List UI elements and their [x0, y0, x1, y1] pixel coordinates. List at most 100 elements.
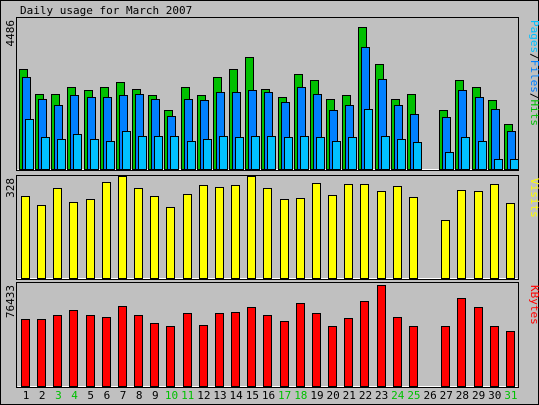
legend-part: Visits — [528, 178, 539, 218]
x-tick-label: 5 — [87, 389, 94, 402]
bar-kbytes-day-5 — [86, 315, 95, 387]
x-tick-label: 12 — [197, 389, 210, 402]
bar-visits-day-9 — [150, 196, 159, 279]
bar-pages-day-5 — [90, 139, 99, 170]
bar-visits-day-28 — [457, 190, 466, 279]
bar-kbytes-day-19 — [312, 313, 321, 387]
bar-kbytes-day-29 — [474, 307, 483, 387]
bar-visits-day-4 — [69, 202, 78, 279]
x-axis-labels: 1 2 3 4 5 6 7 8 9 10 11 12 13 14 15 16 17 18 19 20 21 22 23 24 2… — [23, 389, 518, 402]
x-tick-label: 29 — [472, 389, 485, 402]
bar-visits-day-14 — [231, 185, 240, 279]
bar-pages-day-18 — [300, 136, 309, 170]
x-tick-label: 18 — [294, 389, 307, 402]
bar-visits-day-25 — [409, 197, 418, 279]
bar-pages-day-14 — [235, 137, 244, 170]
legend-part: KBytes — [528, 285, 539, 325]
bar-kbytes-day-18 — [296, 303, 305, 387]
bar-kbytes-day-30 — [490, 326, 499, 387]
bar-visits-day-3 — [53, 188, 62, 279]
bar-pages-day-12 — [203, 139, 212, 170]
bar-kbytes-day-11 — [183, 313, 192, 387]
bar-visits-day-13 — [215, 187, 224, 279]
legend-part: Pages — [528, 20, 539, 53]
y-max-label: 328 — [4, 178, 17, 198]
bar-visits-day-18 — [296, 198, 305, 279]
series-pages — [25, 109, 519, 170]
bar-pages-day-30 — [494, 159, 503, 170]
series-legend: Visits — [528, 178, 539, 218]
bar-kbytes-day-22 — [360, 301, 369, 387]
bar-kbytes-day-21 — [344, 318, 353, 387]
series-legend: KBytes — [528, 285, 539, 325]
bar-visits-day-20 — [328, 195, 337, 279]
bar-visits-day-2 — [37, 205, 46, 279]
bar-pages-day-22 — [364, 109, 373, 170]
series-visits — [21, 176, 515, 279]
x-tick-label: 7 — [120, 389, 127, 402]
bar-pages-day-7 — [122, 131, 131, 170]
bar-kbytes-day-12 — [199, 325, 208, 387]
x-tick-label: 21 — [343, 389, 356, 402]
x-tick-label: 23 — [375, 389, 388, 402]
bar-visits-day-7 — [118, 176, 127, 279]
x-tick-label: 26 — [423, 389, 436, 402]
x-tick-label: 27 — [440, 389, 453, 402]
bar-kbytes-day-1 — [21, 319, 30, 387]
x-tick-label: 28 — [456, 389, 469, 402]
series-legend: Pages/Files/Hits — [528, 20, 539, 126]
bar-pages-day-8 — [138, 136, 147, 170]
bar-visits-day-6 — [102, 182, 111, 279]
bar-pages-day-9 — [154, 136, 163, 170]
y-max-label: 76433 — [4, 285, 17, 318]
x-tick-label: 4 — [71, 389, 78, 402]
panel-visits: 328 Visits — [4, 175, 539, 280]
bar-pages-day-4 — [73, 134, 82, 170]
bar-visits-day-16 — [263, 188, 272, 279]
bar-kbytes-day-28 — [457, 298, 466, 387]
bar-visits-day-30 — [490, 184, 499, 279]
bar-visits-day-15 — [247, 176, 256, 279]
x-tick-label: 20 — [327, 389, 340, 402]
bar-visits-day-11 — [183, 194, 192, 279]
bar-kbytes-day-20 — [328, 326, 337, 387]
chart-title: Daily usage for March 2007 — [20, 4, 192, 17]
panel-kbytes: 76433 KBytes — [4, 282, 539, 388]
bar-kbytes-day-4 — [69, 310, 78, 387]
bar-pages-day-13 — [219, 136, 228, 170]
bar-kbytes-day-24 — [393, 317, 402, 387]
bar-visits-day-23 — [377, 191, 386, 279]
x-tick-label: 2 — [39, 389, 46, 402]
bar-visits-day-10 — [166, 207, 175, 279]
bar-kbytes-day-31 — [506, 331, 515, 387]
bar-visits-day-17 — [280, 199, 289, 279]
legend-part: / — [528, 93, 539, 100]
series-kbytes — [21, 285, 515, 387]
bar-pages-day-2 — [41, 137, 50, 170]
bar-pages-day-17 — [284, 137, 293, 170]
x-tick-label: 6 — [104, 389, 111, 402]
bar-kbytes-day-9 — [150, 323, 159, 387]
bar-visits-day-22 — [360, 184, 369, 279]
x-tick-label: 9 — [152, 389, 159, 402]
x-tick-label: 22 — [359, 389, 372, 402]
x-tick-label: 25 — [407, 389, 420, 402]
bar-kbytes-day-16 — [263, 315, 272, 387]
bar-visits-day-27 — [441, 220, 450, 279]
bar-pages-day-16 — [267, 136, 276, 170]
bar-visits-day-8 — [134, 188, 143, 279]
bar-pages-day-29 — [478, 141, 487, 170]
bar-pages-day-27 — [445, 152, 454, 170]
bar-kbytes-day-10 — [166, 326, 175, 387]
bar-pages-day-10 — [170, 136, 179, 170]
bar-kbytes-day-8 — [134, 315, 143, 387]
bar-pages-day-15 — [251, 136, 260, 170]
bar-visits-day-19 — [312, 183, 321, 279]
bar-kbytes-day-3 — [53, 315, 62, 387]
bar-kbytes-day-25 — [409, 326, 418, 387]
x-tick-label: 14 — [230, 389, 244, 402]
